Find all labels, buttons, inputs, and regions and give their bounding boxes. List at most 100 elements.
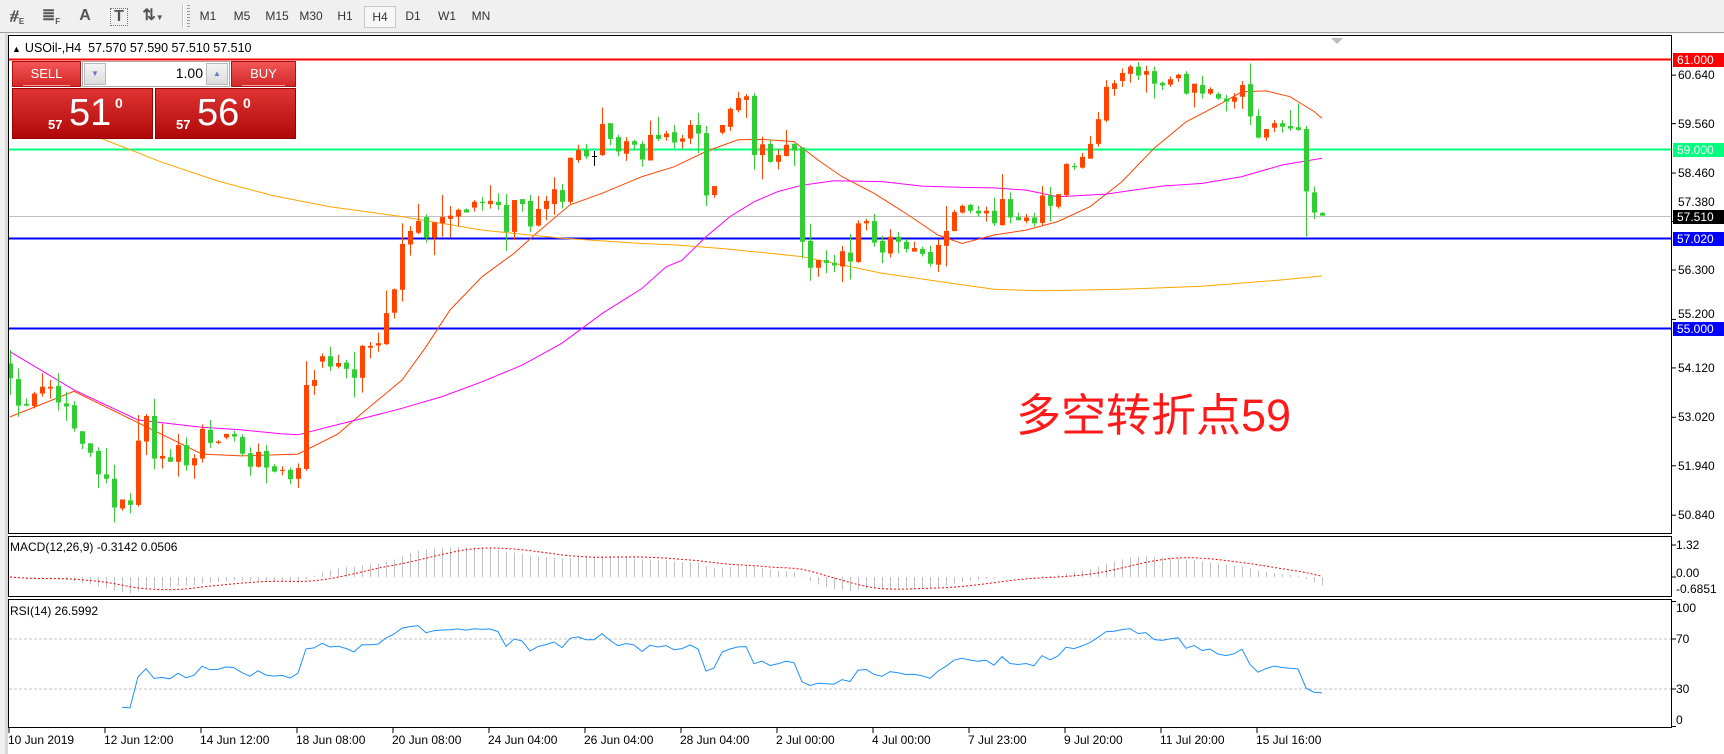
- collapse-triangle-icon[interactable]: ▲: [12, 44, 21, 54]
- candle-body: [1096, 119, 1101, 144]
- timeframe-h4[interactable]: H4: [364, 6, 396, 28]
- timeframe-m15[interactable]: M15: [265, 9, 289, 23]
- candle-body: [736, 98, 741, 111]
- candle-body: [1208, 89, 1213, 94]
- candle-body: [400, 243, 405, 290]
- macd-panel-frame: [8, 536, 1672, 597]
- candle-body: [168, 457, 173, 462]
- candle-body: [952, 212, 957, 231]
- candle-body: [1024, 217, 1029, 222]
- candle-body: [944, 230, 949, 246]
- candle-body: [40, 386, 45, 394]
- candle-body: [128, 500, 133, 505]
- candle-body: [664, 133, 669, 138]
- chart-annotation-text[interactable]: 多空转折点59: [1016, 390, 1292, 441]
- sell-price-box[interactable]: 57 51 0: [12, 88, 153, 139]
- candle-body: [64, 403, 69, 407]
- candle-body: [384, 313, 389, 345]
- fibonacci-fan-icon[interactable]: ≣F: [41, 7, 61, 27]
- candle-body: [392, 289, 397, 313]
- text-label-icon[interactable]: T: [110, 8, 128, 26]
- candle-body: [704, 133, 709, 196]
- candle-body: [344, 362, 349, 369]
- macd-tick: 0.00: [1676, 566, 1700, 580]
- lot-increase-button[interactable]: ▲: [206, 63, 228, 85]
- candle-body: [808, 240, 813, 268]
- time-axis-label: 15 Jul 16:00: [1256, 733, 1322, 747]
- candle-body: [1184, 73, 1189, 94]
- timeframe-m5[interactable]: M5: [233, 9, 251, 23]
- timeframe-m1[interactable]: M1: [199, 9, 217, 23]
- candle-body: [1296, 127, 1301, 130]
- rsi-tick: 70: [1676, 632, 1690, 646]
- time-axis-label: 24 Jun 04:00: [488, 733, 558, 747]
- lot-size-field[interactable]: ▼ 1.00 ▲: [82, 61, 230, 87]
- candle-body: [712, 186, 717, 196]
- candle-body: [776, 155, 781, 162]
- candle-body: [1224, 98, 1229, 102]
- candle-body: [1264, 129, 1269, 138]
- candle-body: [960, 205, 965, 213]
- candle-body: [432, 222, 437, 238]
- sell-button[interactable]: SELL: [12, 61, 81, 87]
- candle-body: [136, 440, 141, 505]
- toolbar: ⧣E ≣F A T ⇅▼ M1 M5 M15 M30 H1 H4 D1 W1 MN: [0, 0, 1724, 33]
- macd-label: MACD(12,26,9) -0.3142 0.0506: [10, 540, 178, 554]
- lot-decrease-button[interactable]: ▼: [84, 63, 106, 85]
- timeframe-h1[interactable]: H1: [337, 9, 353, 23]
- time-axis-label: 2 Jul 00:00: [776, 733, 835, 747]
- lot-value[interactable]: 1.00: [175, 65, 203, 81]
- candle-body: [1048, 195, 1053, 206]
- time-axis-label: 28 Jun 04:00: [680, 733, 750, 747]
- candle-body: [1320, 213, 1325, 216]
- chart-shift-marker-icon: [1331, 38, 1343, 44]
- candle-body: [1304, 129, 1309, 192]
- toolbar-separator: [182, 4, 184, 28]
- candle-body: [640, 143, 645, 160]
- timeframe-mn[interactable]: MN: [471, 9, 491, 23]
- candle-body: [824, 260, 829, 263]
- price-tick-label: 53.020: [1678, 410, 1715, 425]
- candle-body: [120, 499, 125, 509]
- candle-body: [72, 405, 77, 429]
- rsi-tick: 0: [1676, 713, 1683, 727]
- candle-body: [864, 221, 869, 224]
- candle-body: [752, 95, 757, 156]
- candle-body: [648, 134, 653, 161]
- buy-price-box[interactable]: 57 56 0: [155, 88, 296, 139]
- price-tick-label: 55.200: [1678, 307, 1715, 321]
- candle-body: [1248, 84, 1253, 117]
- candle-body: [16, 379, 21, 406]
- candle-body: [80, 431, 85, 444]
- candle-body: [504, 204, 509, 232]
- candle-body: [720, 125, 725, 133]
- candle-body: [312, 380, 317, 386]
- timeframe-m30[interactable]: M30: [299, 9, 323, 23]
- candle-body: [1000, 199, 1005, 226]
- candle-body: [976, 210, 981, 214]
- candle-body: [208, 429, 213, 443]
- candle-body: [768, 143, 773, 162]
- candle-body: [1112, 83, 1117, 90]
- candle-body: [440, 217, 445, 224]
- candle-body: [560, 190, 565, 202]
- toolbar-grip[interactable]: [187, 5, 190, 27]
- main-panel-frame: [8, 35, 1672, 534]
- candle-body: [872, 221, 877, 243]
- timeframe-d1[interactable]: D1: [405, 9, 421, 23]
- arrows-icon[interactable]: ⇅▼: [142, 7, 164, 24]
- candle-body: [464, 209, 469, 213]
- buy-button[interactable]: BUY: [231, 61, 296, 87]
- candle-body: [576, 150, 581, 161]
- price-line-label: 57.510: [1673, 209, 1724, 224]
- time-axis-label: 12 Jun 12:00: [104, 733, 174, 747]
- candle-body: [528, 200, 533, 227]
- elliott-wave-icon[interactable]: ⧣E: [9, 7, 25, 27]
- candle-body: [48, 386, 53, 389]
- candle-body: [728, 108, 733, 127]
- text-icon[interactable]: A: [79, 7, 91, 24]
- candle-body: [96, 450, 101, 475]
- timeframe-w1[interactable]: W1: [438, 9, 456, 23]
- chart-window[interactable]: [5, 34, 1724, 754]
